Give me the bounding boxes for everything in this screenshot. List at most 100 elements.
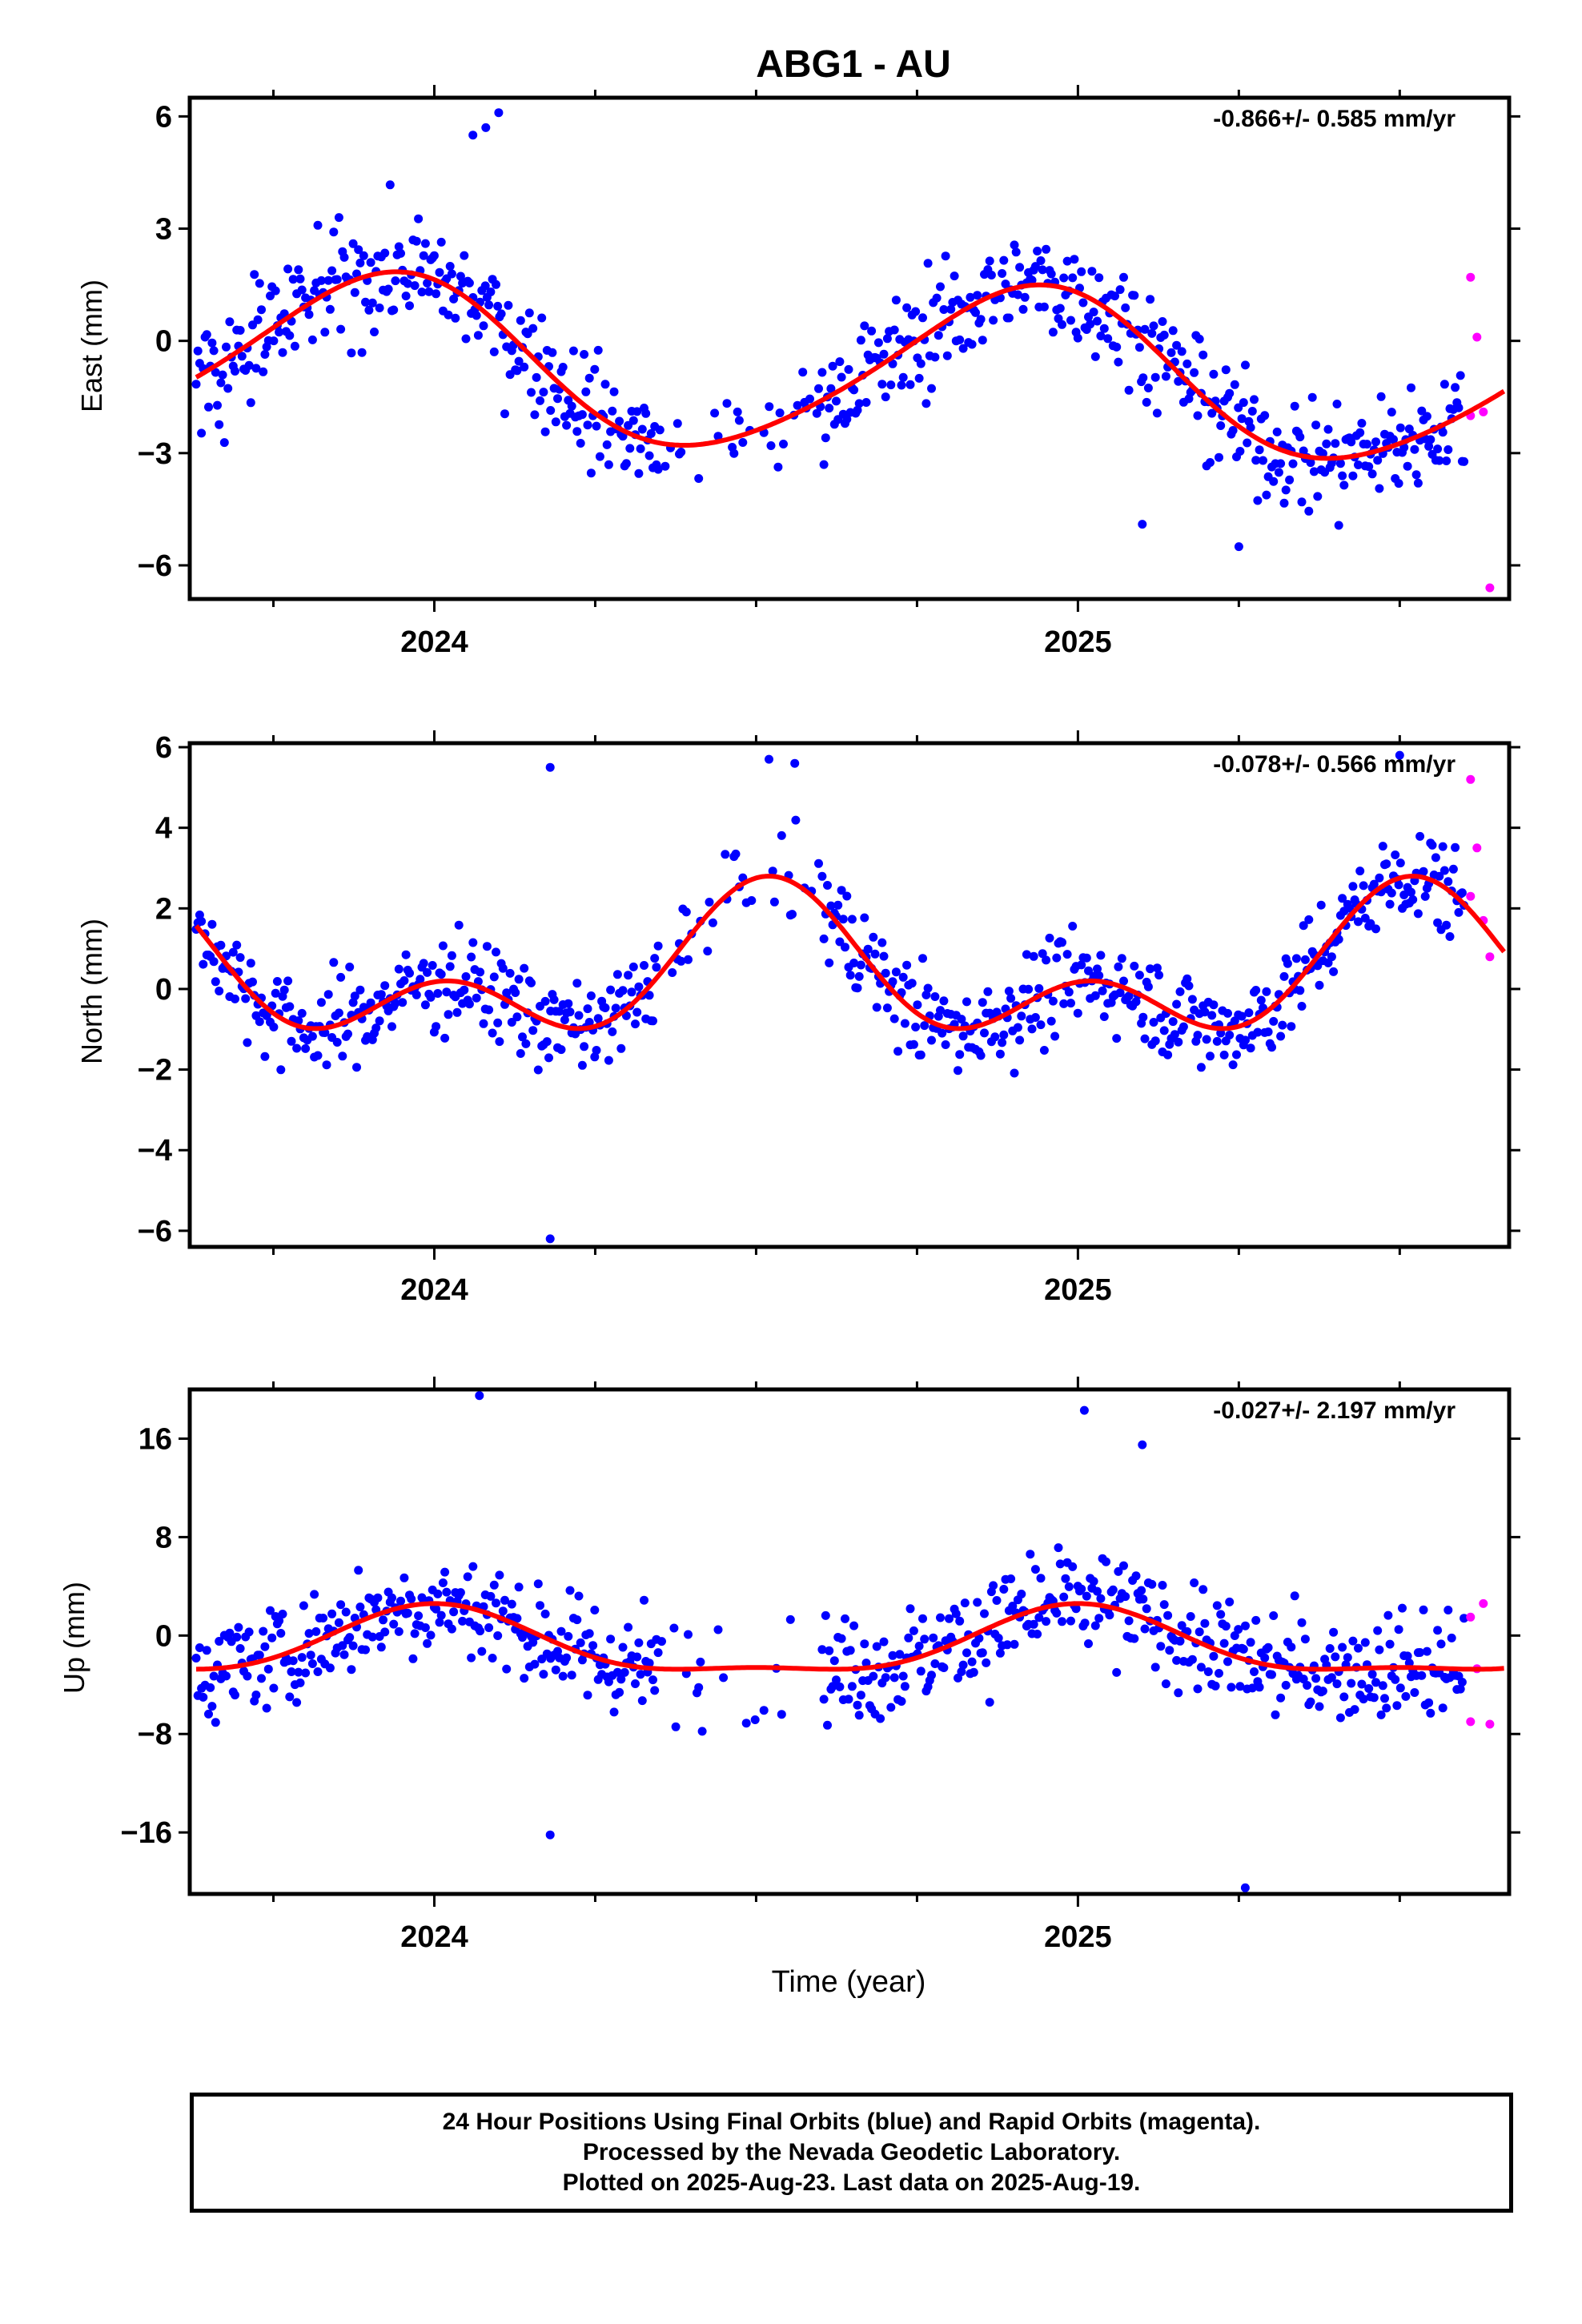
up-final-point (206, 1683, 215, 1692)
up-final-point (1030, 1565, 1040, 1574)
east-final-point (955, 335, 965, 344)
north-final-point (428, 961, 437, 970)
north-final-point (628, 962, 638, 971)
north-final-point (565, 1007, 575, 1017)
north-final-point (957, 1015, 966, 1024)
east-final-point (1159, 330, 1169, 340)
north-final-point (1168, 1017, 1178, 1027)
east-final-point (637, 424, 647, 434)
up-final-point (440, 1567, 450, 1577)
up-final-point (929, 1633, 938, 1642)
up-final-point (719, 1673, 729, 1683)
north-final-point (419, 959, 428, 968)
east-final-point (1055, 304, 1065, 313)
up-final-point (562, 1653, 572, 1663)
up-final-point (1195, 1627, 1204, 1637)
up-final-point (955, 1616, 965, 1626)
up-final-point (992, 1596, 1002, 1605)
north-final-point (980, 1028, 989, 1038)
north-final-point (877, 938, 887, 947)
north-final-point (593, 1014, 603, 1023)
north-final-point (586, 991, 596, 1000)
up-final-point (1250, 1667, 1259, 1676)
north-final-point (1279, 971, 1289, 981)
north-final-point (232, 940, 242, 950)
east-final-point (480, 281, 490, 291)
up-final-point (1318, 1687, 1327, 1696)
north-final-point (216, 940, 226, 950)
up-final-point (632, 1652, 642, 1662)
north-final-point (352, 1063, 361, 1072)
north-final-point (366, 998, 375, 1007)
up-final-point (1064, 1582, 1074, 1591)
up-final-point (1177, 1621, 1186, 1630)
east-final-point (484, 300, 494, 310)
north-final-point (1124, 991, 1134, 1001)
east-final-point (1279, 498, 1289, 508)
east-final-point (405, 301, 414, 311)
north-final-point (1036, 1020, 1046, 1030)
north-final-point (464, 999, 474, 1009)
east-final-point (1027, 275, 1037, 285)
east-final-point (837, 372, 846, 382)
east-final-point (215, 420, 224, 429)
up-final-point (442, 1587, 452, 1597)
up-final-point (347, 1665, 356, 1675)
east-final-point (934, 331, 943, 340)
up-final-point (1311, 1674, 1321, 1683)
up-final-point (235, 1644, 245, 1653)
east-final-point (275, 328, 284, 337)
up-final-point (1054, 1543, 1063, 1553)
east-final-point (1311, 420, 1321, 430)
up-final-point (507, 1599, 516, 1609)
east-y-tick-label: 6 (155, 100, 172, 134)
north-final-point (900, 1019, 909, 1028)
east-final-point (1190, 368, 1199, 377)
east-final-point (1375, 484, 1384, 493)
up-final-point (980, 1609, 989, 1618)
up-final-point (1287, 1642, 1296, 1652)
east-final-point (886, 380, 896, 390)
north-final-point (533, 1065, 543, 1075)
east-final-point (583, 420, 592, 430)
up-final-point (982, 1658, 991, 1667)
east-final-point (285, 331, 295, 340)
north-final-point (1329, 967, 1339, 976)
up-final-point (1216, 1610, 1226, 1619)
east-final-point (1253, 496, 1263, 505)
north-final-point (990, 1032, 1000, 1042)
north-final-point (228, 947, 238, 957)
north-final-point (1034, 983, 1044, 993)
up-final-point (231, 1691, 239, 1700)
up-final-point (295, 1678, 305, 1687)
up-final-point (1193, 1684, 1203, 1694)
east-final-point (1237, 414, 1247, 424)
north-final-point (444, 1010, 453, 1019)
east-final-point (370, 328, 379, 336)
north-final-point (1052, 953, 1062, 963)
north-final-point (1360, 914, 1370, 923)
up-final-point (361, 1645, 370, 1655)
east-final-point (567, 401, 576, 411)
east-final-point (1235, 447, 1245, 456)
east-final-point (323, 275, 333, 285)
north-final-point (1438, 842, 1447, 851)
north-final-point (1355, 866, 1365, 876)
up-final-point (634, 1638, 644, 1647)
east-final-point (396, 248, 405, 258)
east-final-point (1355, 428, 1365, 437)
north-final-point (823, 881, 832, 890)
east-final-point (655, 425, 665, 435)
up-final-point (255, 1651, 264, 1660)
north-final-point (1084, 966, 1093, 975)
north-final-point (1207, 1011, 1217, 1020)
north-final-point (1246, 1043, 1255, 1053)
north-final-point (467, 952, 476, 962)
up-final-point (829, 1656, 839, 1666)
up-final-point (1383, 1610, 1393, 1620)
north-final-point (307, 1031, 317, 1041)
north-final-point (606, 985, 616, 995)
north-final-point (1225, 1031, 1235, 1039)
north-final-point (1082, 953, 1091, 963)
east-final-point (889, 325, 899, 335)
